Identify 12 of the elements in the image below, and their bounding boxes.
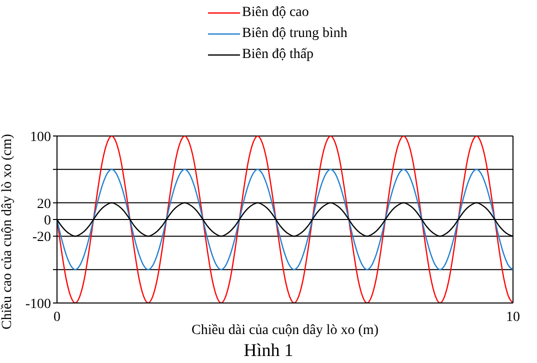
y-tick-label: 100 xyxy=(30,130,51,145)
y-tick-label: -100 xyxy=(25,296,51,312)
y-tick-label: 0 xyxy=(44,213,51,228)
y-tick-label: 20 xyxy=(37,196,51,212)
y-tick-label: -20 xyxy=(32,230,51,246)
legend-label: Biên độ cao xyxy=(242,4,309,20)
legend-label: Biên độ thấp xyxy=(242,46,314,62)
y-axis-title: Chiều cao của cuộn dây lò xo (cm) xyxy=(0,134,15,330)
x-axis-title: Chiều dài của cuộn dây lò xo (m) xyxy=(191,323,379,338)
text: Hình 1 xyxy=(242,340,294,361)
legend-label: Biên độ trung bình xyxy=(242,26,348,42)
x-tick-label: 10 xyxy=(506,310,520,325)
